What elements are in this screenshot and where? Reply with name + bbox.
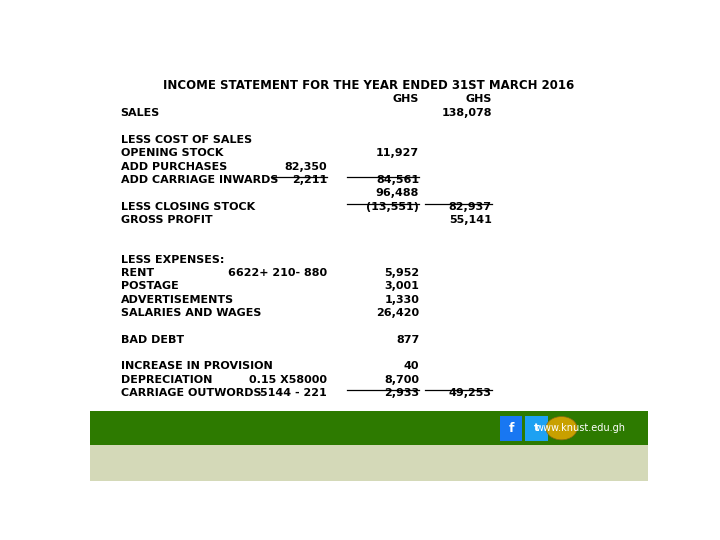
Text: POSTAGE: POSTAGE — [121, 281, 179, 292]
FancyBboxPatch shape — [500, 416, 523, 441]
Text: f: f — [508, 422, 514, 435]
Circle shape — [546, 416, 577, 440]
Bar — [90, 411, 648, 446]
Text: GHS: GHS — [393, 94, 419, 104]
Text: 26,420: 26,420 — [376, 308, 419, 318]
Text: ADD PURCHASES: ADD PURCHASES — [121, 161, 227, 172]
Text: GHS: GHS — [465, 94, 492, 104]
Text: ADVERTISEMENTS: ADVERTISEMENTS — [121, 295, 234, 305]
Text: ADD CARRIAGE INWARDS: ADD CARRIAGE INWARDS — [121, 175, 278, 185]
Text: 82,937: 82,937 — [449, 201, 492, 212]
Text: DEPRECIATION: DEPRECIATION — [121, 375, 212, 384]
Text: SALARIES AND WAGES: SALARIES AND WAGES — [121, 308, 261, 318]
Text: 2,933: 2,933 — [384, 388, 419, 398]
Text: 877: 877 — [396, 335, 419, 345]
Text: 49,253: 49,253 — [449, 388, 492, 398]
Text: 11,927: 11,927 — [376, 148, 419, 158]
Text: 138,078: 138,078 — [441, 109, 492, 118]
Text: CARRIAGE OUTWORDS: CARRIAGE OUTWORDS — [121, 388, 261, 398]
Text: www.knust.edu.gh: www.knust.edu.gh — [536, 423, 626, 433]
Text: LESS CLOSING STOCK: LESS CLOSING STOCK — [121, 201, 255, 212]
Text: NET PROFIT: NET PROFIT — [121, 415, 194, 424]
Text: 0.15 X58000: 0.15 X58000 — [249, 375, 327, 384]
Text: 96,488: 96,488 — [376, 188, 419, 198]
Text: 1,330: 1,330 — [384, 295, 419, 305]
Text: GROSS PROFIT: GROSS PROFIT — [121, 215, 212, 225]
Text: 55,141: 55,141 — [449, 215, 492, 225]
Text: INCREASE IN PROVISION: INCREASE IN PROVISION — [121, 361, 272, 372]
Text: (13,551): (13,551) — [366, 201, 419, 212]
Text: 84,561: 84,561 — [376, 175, 419, 185]
Text: 6622+ 210- 880: 6622+ 210- 880 — [228, 268, 327, 278]
Text: OPENING STOCK: OPENING STOCK — [121, 148, 223, 158]
Text: SALES: SALES — [121, 109, 160, 118]
Text: 82,350: 82,350 — [284, 161, 327, 172]
Text: 5,888: 5,888 — [456, 415, 492, 424]
Text: 3,001: 3,001 — [384, 281, 419, 292]
Text: INCOME STATEMENT FOR THE YEAR ENDED 31ST MARCH 2016: INCOME STATEMENT FOR THE YEAR ENDED 31ST… — [163, 79, 575, 92]
Text: 40: 40 — [404, 361, 419, 372]
Text: t: t — [534, 423, 539, 433]
Text: RENT: RENT — [121, 268, 154, 278]
Text: 5144 - 221: 5144 - 221 — [261, 388, 327, 398]
Bar — [90, 446, 648, 481]
Text: 5,952: 5,952 — [384, 268, 419, 278]
Text: BAD DEBT: BAD DEBT — [121, 335, 184, 345]
Text: LESS EXPENSES:: LESS EXPENSES: — [121, 255, 224, 265]
FancyBboxPatch shape — [526, 416, 548, 441]
Text: 2,211: 2,211 — [292, 175, 327, 185]
Text: LESS COST OF SALES: LESS COST OF SALES — [121, 135, 252, 145]
Text: 8,700: 8,700 — [384, 375, 419, 384]
